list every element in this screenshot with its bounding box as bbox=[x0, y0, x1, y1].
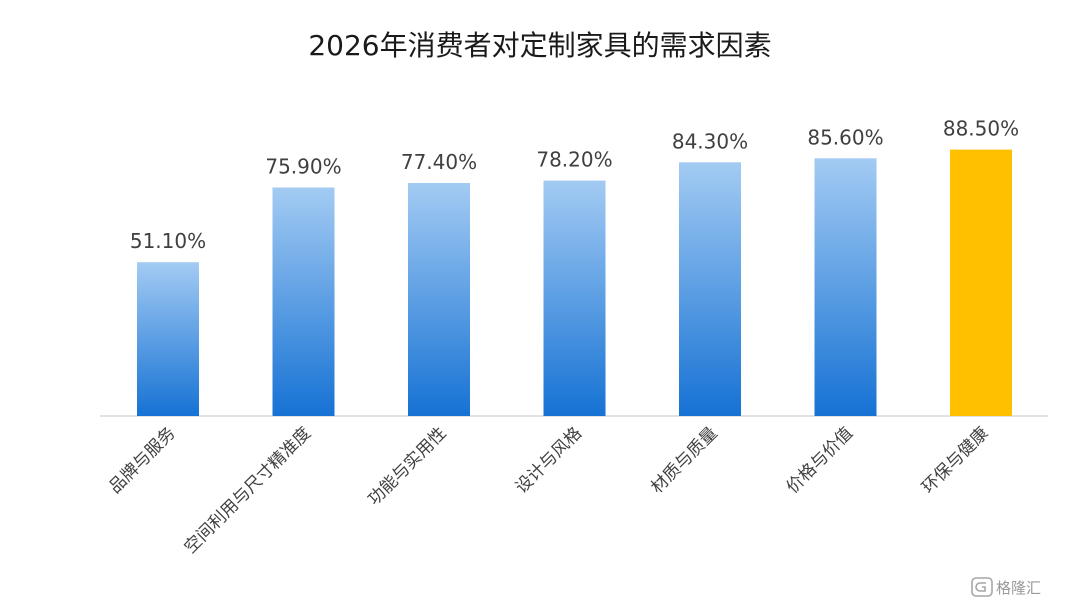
bar-4 bbox=[543, 180, 606, 416]
category-labels-group: 品牌与服务 空间利用与尺寸精准度 功能与实用性 设计与风格 材质与质量 价格与价值 环保与健… bbox=[105, 423, 992, 557]
category-label-1: 品牌与服务 bbox=[105, 423, 179, 497]
bar-6 bbox=[814, 158, 877, 417]
glh-logo-icon bbox=[971, 577, 993, 597]
chart-title: 2026年消费者对定制家具的需求因素 bbox=[308, 29, 771, 62]
category-label-5: 材质与质量 bbox=[647, 423, 721, 497]
bar-1 bbox=[137, 262, 199, 416]
value-label-4: 78.20% bbox=[536, 148, 612, 172]
category-label-2: 空间利用与尺寸精准度 bbox=[181, 423, 315, 557]
bars-group bbox=[137, 149, 1012, 417]
bar-2 bbox=[272, 187, 335, 416]
bar-5 bbox=[679, 162, 741, 416]
value-label-1: 51.10% bbox=[130, 229, 206, 253]
value-label-3: 77.40% bbox=[401, 150, 477, 174]
category-label-3: 功能与实用性 bbox=[364, 423, 450, 509]
value-label-5: 84.30% bbox=[672, 129, 748, 153]
value-label-2: 75.90% bbox=[265, 155, 341, 179]
category-label-6: 价格与价值 bbox=[783, 423, 857, 497]
bar-3 bbox=[408, 183, 470, 416]
category-label-7: 环保与健康 bbox=[918, 423, 992, 497]
value-labels-group: 51.10% 75.90% 77.40% 78.20% 84.30% 85.60% 88.5… bbox=[130, 117, 1019, 254]
value-label-6: 85.60% bbox=[807, 125, 883, 149]
watermark-text: 格隆汇 bbox=[996, 579, 1041, 597]
value-label-7: 88.50% bbox=[943, 117, 1019, 141]
category-label-4: 设计与风格 bbox=[512, 423, 586, 497]
bar-7 bbox=[950, 149, 1012, 416]
watermark: 格隆汇 bbox=[971, 577, 1041, 597]
